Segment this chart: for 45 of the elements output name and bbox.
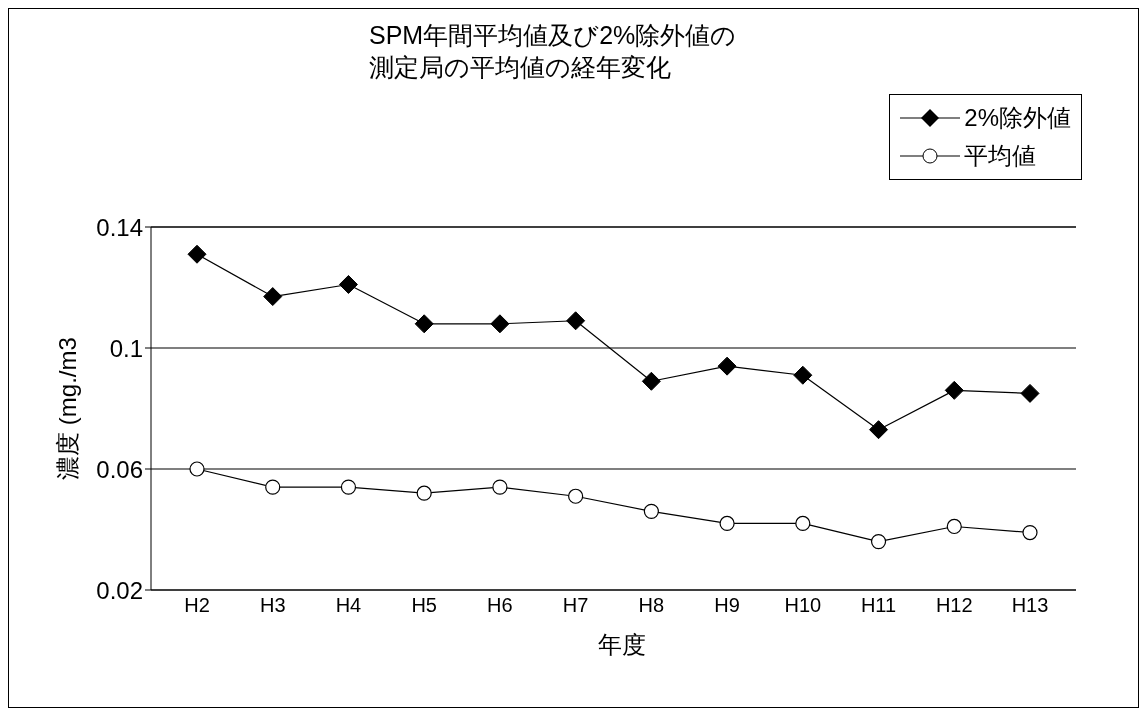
point <box>643 503 659 519</box>
point <box>795 515 811 532</box>
x-tick-label: H12 <box>935 594 973 617</box>
x-tick-label: H11 <box>860 594 897 617</box>
x-tick-label: H13 <box>1011 594 1049 617</box>
point <box>1022 524 1038 541</box>
point <box>869 420 889 440</box>
y-tick-label: 0.06 <box>96 455 143 483</box>
x-tick-label: H6 <box>487 594 513 617</box>
x-tick-label: H8 <box>638 594 665 617</box>
x-tick-label: H2 <box>184 594 210 617</box>
point <box>338 274 358 294</box>
point <box>189 461 205 477</box>
point <box>944 380 964 400</box>
point <box>946 518 962 535</box>
legend-label: 平均値 <box>964 141 1037 171</box>
x-tick-label: H4 <box>335 594 362 617</box>
x-tick-label: H7 <box>562 594 589 617</box>
chart-title: SPM年間平均値及び2%除外値の測定局の平均値の経年変化 <box>369 20 738 83</box>
point <box>870 534 887 550</box>
point <box>568 488 584 504</box>
point <box>566 311 586 331</box>
y-axis-title: 濃度 (mg./m3 <box>53 337 81 480</box>
y-tick-label: 0.14 <box>96 213 143 241</box>
point <box>187 244 207 264</box>
point <box>719 515 735 532</box>
point <box>340 479 357 495</box>
point <box>416 485 432 501</box>
y-tick-label: 0.02 <box>96 576 143 604</box>
x-tick-label: H10 <box>784 594 822 617</box>
point <box>263 287 283 307</box>
point <box>1020 383 1040 403</box>
x-tick-label: H3 <box>259 594 286 617</box>
legend-label: 2%除外値 <box>964 103 1071 133</box>
point <box>265 479 281 495</box>
point <box>641 371 661 391</box>
point <box>793 365 813 385</box>
x-tick-label: H9 <box>714 594 740 617</box>
y-tick-label: 0.1 <box>109 334 143 362</box>
point <box>717 356 737 376</box>
point <box>414 314 434 334</box>
point <box>492 479 508 495</box>
x-axis-title: 年度 <box>597 630 647 660</box>
x-tick-label: H5 <box>411 594 437 617</box>
point <box>490 314 510 334</box>
